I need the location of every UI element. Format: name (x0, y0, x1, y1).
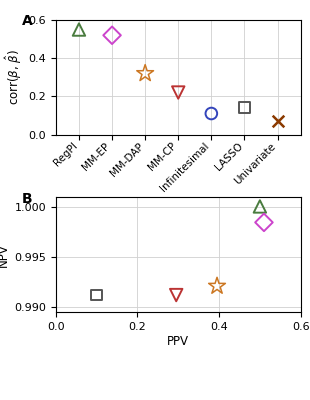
Point (257, 203, 262, 210)
Point (109, 32, 114, 38)
Point (94, 292, 99, 298)
Text: A: A (21, 14, 32, 28)
Y-axis label: corr($\beta$, $\hat{\beta}$): corr($\beta$, $\hat{\beta}$) (3, 49, 24, 105)
Point (77, 26, 82, 33)
Point (242, 104, 247, 111)
Point (261, 219, 266, 226)
Point (209, 110, 214, 117)
Point (143, 70, 148, 77)
Point (176, 89, 181, 96)
Point (215, 283, 219, 289)
Point (275, 118, 280, 124)
X-axis label: PPV: PPV (167, 334, 189, 348)
Y-axis label: NPV: NPV (0, 243, 10, 267)
Point (174, 292, 179, 298)
Text: B: B (21, 192, 32, 206)
